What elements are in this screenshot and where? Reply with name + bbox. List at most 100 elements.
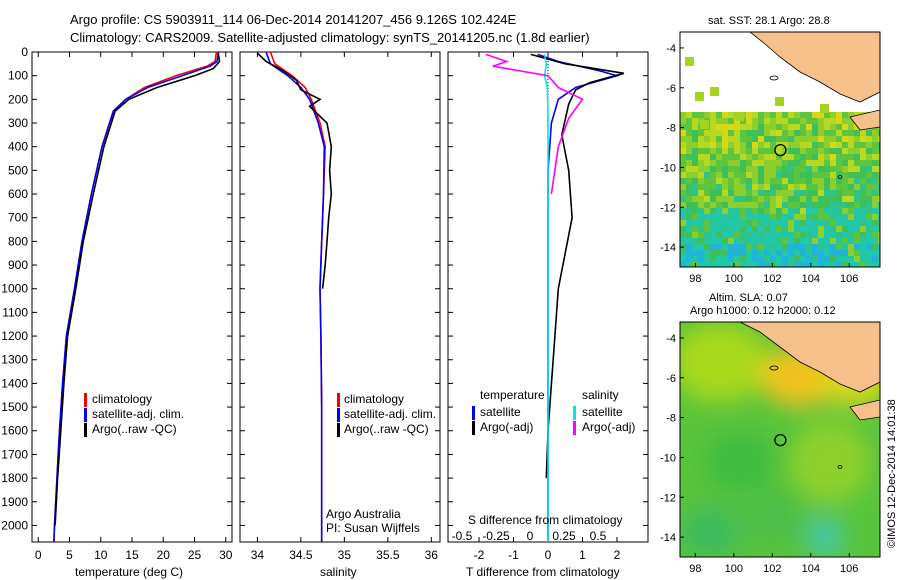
sst-cell bbox=[836, 196, 842, 202]
sst-cell bbox=[794, 226, 800, 232]
sst-cell bbox=[758, 154, 764, 160]
sst-cell bbox=[848, 148, 854, 154]
annotation-line1: Argo Australia bbox=[326, 507, 401, 521]
y-tick-label: 600 bbox=[8, 187, 28, 201]
sst-cell bbox=[746, 112, 752, 118]
sst-cell bbox=[782, 220, 788, 226]
sst-cell bbox=[686, 256, 692, 262]
sst-cell bbox=[866, 226, 872, 232]
sst-cell bbox=[800, 148, 806, 154]
sst-cell bbox=[812, 136, 818, 142]
map-y-tick-label: -12 bbox=[660, 492, 676, 504]
sst-cell bbox=[728, 142, 734, 148]
sst-cell bbox=[878, 250, 880, 256]
sst-cell bbox=[740, 232, 746, 238]
sst-cell bbox=[698, 232, 704, 238]
map-x-tick-label: 106 bbox=[840, 273, 858, 285]
sst-cell bbox=[782, 214, 788, 220]
sst-cell bbox=[764, 166, 770, 172]
sst-cell bbox=[806, 124, 812, 130]
sst-cell bbox=[848, 214, 854, 220]
sst-cell bbox=[722, 226, 728, 232]
sla-float-marker bbox=[774, 433, 787, 447]
sst-cell bbox=[764, 202, 770, 208]
sst-map: sat. SST: 28.1 Argo: 28.8 98 100 102 104 106… bbox=[660, 15, 881, 285]
sst-cell bbox=[788, 112, 794, 118]
sst-cell bbox=[872, 202, 878, 208]
map-x-tick-label: 106 bbox=[840, 563, 858, 575]
sst-cell bbox=[782, 208, 788, 214]
series-line bbox=[537, 53, 620, 542]
sst-cell bbox=[686, 130, 692, 136]
sst-cell bbox=[824, 196, 830, 202]
legend-swatch-t-satellite bbox=[472, 406, 475, 420]
salinity-panel: 34 34.5 35 35.5 36 salinity climatology sate… bbox=[239, 51, 441, 579]
sst-cell bbox=[818, 118, 824, 124]
sst-cell bbox=[878, 232, 880, 238]
sst-cell bbox=[824, 172, 830, 178]
sst-cell bbox=[872, 220, 878, 226]
sst-cell bbox=[836, 184, 842, 190]
sst-cell bbox=[716, 220, 722, 226]
sst-cell bbox=[758, 190, 764, 196]
sst-cell bbox=[830, 208, 836, 214]
map-x-tick-label: 100 bbox=[725, 563, 743, 575]
sst-cell bbox=[866, 136, 872, 142]
sst-cell bbox=[710, 238, 716, 244]
sst-cell bbox=[872, 130, 878, 136]
sst-cell bbox=[842, 238, 848, 244]
sst-cell bbox=[728, 166, 734, 172]
sst-cell bbox=[854, 202, 860, 208]
sst-cell bbox=[704, 190, 710, 196]
sst-cell bbox=[722, 214, 728, 220]
sst-cell bbox=[752, 256, 758, 262]
sst-cell bbox=[746, 232, 752, 238]
sst-cell bbox=[866, 256, 872, 262]
sst-cell bbox=[764, 148, 770, 154]
sst-cell bbox=[848, 202, 854, 208]
sst-cell bbox=[842, 154, 848, 160]
sst-cell bbox=[806, 262, 812, 267]
sst-cell bbox=[794, 160, 800, 166]
sst-cell bbox=[764, 262, 770, 267]
sst-cell bbox=[722, 178, 728, 184]
x-tick-label-top: 0 bbox=[527, 529, 534, 543]
sst-cell bbox=[710, 87, 719, 96]
sst-cell bbox=[692, 166, 698, 172]
y-tick-label: 1800 bbox=[1, 471, 28, 485]
legend-label-t-satellite: satellite bbox=[480, 405, 521, 419]
series-line bbox=[543, 54, 549, 542]
sst-cell bbox=[800, 220, 806, 226]
y-tick-label: 700 bbox=[8, 211, 28, 225]
x-tick-label: 0 bbox=[545, 548, 552, 562]
x-tick-label: 30 bbox=[219, 548, 233, 562]
y-tick-label: 2000 bbox=[1, 518, 28, 532]
sst-cell bbox=[716, 142, 722, 148]
sst-cell bbox=[788, 172, 794, 178]
sst-cell bbox=[740, 238, 746, 244]
sst-cell bbox=[704, 154, 710, 160]
sst-cell bbox=[800, 154, 806, 160]
sst-cell bbox=[746, 250, 752, 256]
sst-cell bbox=[800, 208, 806, 214]
sst-cell bbox=[818, 142, 824, 148]
y-tick-label: 1000 bbox=[1, 282, 28, 296]
sst-cell bbox=[782, 136, 788, 142]
sst-cell bbox=[860, 214, 866, 220]
sst-cell bbox=[782, 148, 788, 154]
sst-cell bbox=[860, 244, 866, 250]
sst-cell bbox=[836, 250, 842, 256]
sst-cell bbox=[698, 244, 704, 250]
sst-cell bbox=[692, 130, 698, 136]
sst-cell bbox=[866, 238, 872, 244]
sst-cell bbox=[686, 166, 692, 172]
sst-cell bbox=[836, 226, 842, 232]
sst-cell bbox=[710, 172, 716, 178]
sst-cell bbox=[704, 196, 710, 202]
x-tick-label: 35.5 bbox=[376, 548, 400, 562]
sst-cell bbox=[860, 238, 866, 244]
sst-cell bbox=[686, 244, 692, 250]
sst-cell bbox=[782, 172, 788, 178]
sst-cell bbox=[770, 190, 776, 196]
sla-axes: 98 100 102 104 106 -4 -6 -8 -10 -12 -14 bbox=[660, 333, 858, 575]
